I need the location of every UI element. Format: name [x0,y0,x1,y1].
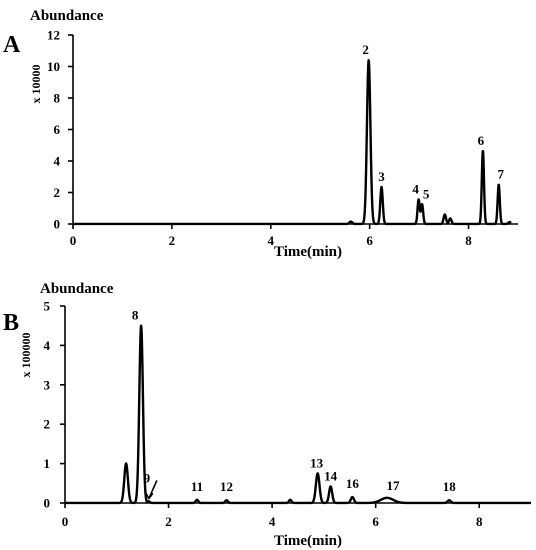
panel-a-y-tick-label: 12 [47,28,60,43]
panel-b-chromatogram-trace [64,324,532,505]
panel-b-y-tick-label: 1 [44,456,51,471]
peak-label-9: 9 [144,470,151,485]
panel-a-x-axis-label: Time(min) [274,244,342,260]
peak-label-4: 4 [412,182,419,197]
panel-a-x-tick-label: 0 [70,233,77,248]
panel-b-x-tick-label: 4 [269,514,276,529]
panel-a-y-tick-label: 6 [54,122,61,137]
panel-b-y-tick-label: 4 [44,338,51,353]
panel-a-y-tick-label: 0 [54,217,61,232]
panel-a-x-tick-label: 2 [169,233,176,248]
panel-a-title: Abundance [30,8,104,24]
panel-a-x-tick-label: 8 [465,233,472,248]
panel-a-label: A [3,32,21,58]
peak-label-3: 3 [378,169,385,184]
panel-b-y-tick-label: 2 [44,417,51,432]
peak-9-arrow [148,480,158,499]
panel-a-y-tick-label: 2 [54,185,61,200]
peak-label-14: 14 [324,468,338,483]
panel-b-title: Abundance [40,281,114,297]
panel-b-y-tick-label: 3 [44,377,51,392]
peak-label-8: 8 [132,308,139,323]
panel-b-x-tick-label: 8 [476,514,483,529]
panel-b-x-tick-label: 2 [165,514,172,529]
panel-a-x-tick-label: 6 [366,233,373,248]
peak-label-2: 2 [362,42,369,57]
panel-a-x-tick-label: 4 [268,233,275,248]
peak-label-17: 17 [387,478,401,493]
panel-a-chromatogram-trace [72,58,512,226]
peak-label-6: 6 [478,133,485,148]
panel-b-x-tick-label: 6 [372,514,379,529]
peak-label-16: 16 [346,476,360,491]
peak-label-13: 13 [310,455,324,470]
panel-b-y-tick-label: 0 [44,496,51,511]
peak-label-12: 12 [220,479,233,494]
panel-a-y-tick-label: 10 [47,59,60,74]
peak-label-18: 18 [443,479,457,494]
peak-label-11: 11 [191,479,203,494]
peak-9-arrowhead [144,491,154,500]
panel-a-y-unit: x 10000 [29,65,43,104]
panel-b-x-tick-label: 0 [62,514,69,529]
chromatogram-panel-a: Abundance A x 10000 Time(min) 0 2 4 6 8 10 12 0… [3,8,518,260]
panel-a-y-tick-label: 4 [54,154,61,169]
panel-b-label: B [3,310,19,336]
panel-b-y-tick-label: 5 [44,299,51,314]
peak-label-5: 5 [423,186,430,201]
panel-b-x-axis-label: Time(min) [274,533,342,549]
panel-b-y-unit: x 100000 [19,333,33,378]
peak-label-7: 7 [497,167,504,182]
panel-a-y-tick-label: 8 [54,91,61,106]
